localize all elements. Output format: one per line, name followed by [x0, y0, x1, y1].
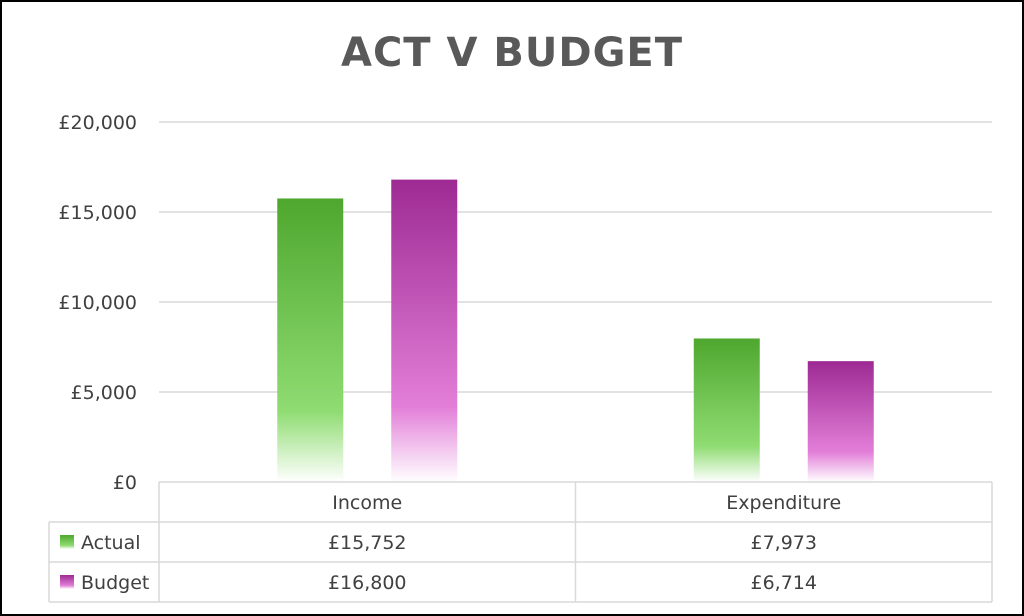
- category-label: Expenditure: [726, 492, 841, 514]
- y-axis-ticks: £0 £5,000 £10,000 £15,000 £20,000: [58, 112, 137, 494]
- y-tick-label: £10,000: [58, 292, 137, 314]
- table-cell: £7,973: [751, 532, 817, 554]
- y-tick-label: £0: [113, 472, 137, 494]
- y-tick-label: £5,000: [71, 382, 137, 404]
- table-cell: £15,752: [328, 532, 407, 554]
- y-tick-label: £20,000: [58, 112, 137, 134]
- bar-actual-expenditure: [693, 338, 760, 482]
- table-cell: £6,714: [751, 572, 817, 594]
- bar-budget-expenditure: [807, 361, 874, 482]
- bar-actual-income: [277, 198, 344, 483]
- bars: [277, 179, 874, 483]
- bar-budget-income: [391, 179, 458, 482]
- legend-key-actual: [60, 535, 74, 549]
- chart-title: ACT V BUDGET: [340, 30, 684, 76]
- legend-key-budget: [60, 575, 74, 589]
- category-label: Income: [332, 492, 402, 514]
- table-cell: £16,800: [328, 572, 407, 594]
- data-table: Income Expenditure Actual £15,752 £7,973 Budg…: [48, 481, 993, 603]
- y-tick-label: £15,000: [58, 202, 137, 224]
- legend-label: Budget: [81, 572, 149, 594]
- legend-label: Actual: [81, 532, 141, 554]
